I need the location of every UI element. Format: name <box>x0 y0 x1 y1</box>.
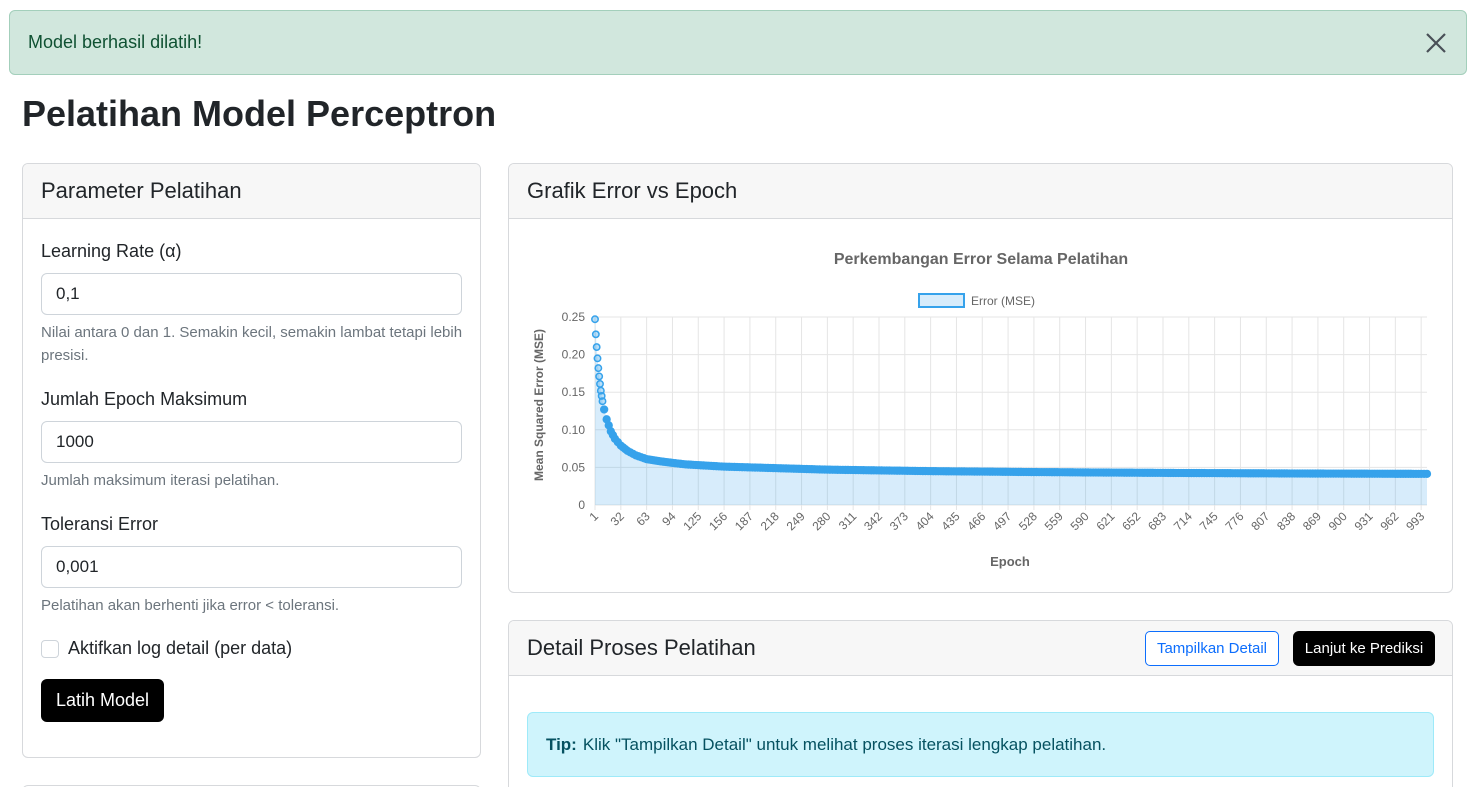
chart-title: Perkembangan Error Selama Pelatihan <box>834 251 1128 268</box>
log-detail-checkbox[interactable] <box>41 639 59 658</box>
log-detail-label: Aktifkan log detail (per data) <box>68 638 293 658</box>
detail-card: Detail Proses Pelatihan Tampilkan Detail… <box>508 620 1453 787</box>
params-card: Parameter Pelatihan Learning Rate (α) Ni… <box>22 163 481 758</box>
x-tick-label: 528 <box>1016 509 1040 533</box>
log-detail-row: Aktifkan log detail (per data) <box>41 638 292 659</box>
error-series-point <box>592 343 601 352</box>
x-tick-label: 187 <box>732 509 756 533</box>
error-series-point <box>591 330 600 339</box>
max-epoch-label: Jumlah Epoch Maksimum <box>41 389 248 409</box>
x-tick-label: 342 <box>861 509 885 533</box>
error-series-point <box>1422 469 1432 479</box>
chart-area-layer <box>595 319 1427 505</box>
y-tick-label: 0.05 <box>562 460 586 474</box>
chart-points-layer <box>591 315 1432 479</box>
error-series-area <box>595 319 1427 505</box>
tip-alert: Tip: Klik "Tampilkan Detail" untuk melih… <box>527 712 1434 777</box>
x-tick-label: 962 <box>1377 509 1401 533</box>
max-epoch-help: Jumlah maksimum iterasi pelatihan. <box>41 472 280 489</box>
x-tick-label: 993 <box>1403 509 1427 533</box>
x-tick-label: 931 <box>1352 509 1376 533</box>
train-model-button[interactable]: Latih Model <box>41 679 164 722</box>
learning-rate-label: Learning Rate (α) <box>41 241 182 261</box>
x-tick-label: 652 <box>1119 509 1143 533</box>
alert-close-button[interactable] <box>1422 29 1450 57</box>
x-tick-label: 280 <box>809 509 833 533</box>
y-tick-label: 0.25 <box>562 310 586 324</box>
success-alert: Model berhasil dilatih! <box>9 10 1467 75</box>
error-series-point <box>591 315 599 324</box>
chart-card-header: Grafik Error vs Epoch <box>509 164 1452 219</box>
x-tick-label: 714 <box>1171 509 1195 533</box>
alert-message: Model berhasil dilatih! <box>28 32 203 52</box>
x-tick-label: 435 <box>939 509 963 533</box>
learning-rate-input[interactable] <box>41 273 462 315</box>
x-tick-label: 683 <box>1145 509 1169 533</box>
legend-label: Error (MSE) <box>971 294 1035 308</box>
detail-card-title: Detail Proses Pelatihan <box>527 635 756 660</box>
x-tick-label: 63 <box>633 509 653 529</box>
show-detail-button[interactable]: Tampilkan Detail <box>1145 631 1279 666</box>
tolerance-input[interactable] <box>41 546 462 588</box>
x-tick-label: 590 <box>1068 509 1092 533</box>
x-tick-label: 156 <box>706 509 730 533</box>
x-tick-label: 125 <box>680 509 704 533</box>
x-tick-label: 218 <box>758 509 782 533</box>
x-tick-label: 466 <box>964 509 988 533</box>
y-tick-label: 0.10 <box>562 423 586 437</box>
y-axis-label: Mean Squared Error (MSE) <box>532 329 546 481</box>
x-tick-label: 32 <box>608 509 628 529</box>
x-tick-label: 94 <box>659 509 679 529</box>
x-tick-label: 1 <box>586 509 601 524</box>
x-tick-label: 311 <box>836 509 860 533</box>
error-series-point <box>595 372 604 381</box>
x-tick-label: 559 <box>1042 509 1066 533</box>
tolerance-label: Toleransi Error <box>41 514 159 534</box>
error-series-point <box>593 354 602 363</box>
chart-legend[interactable]: Error (MSE) <box>918 293 1035 308</box>
x-axis-label: Epoch <box>990 554 1030 569</box>
chart-card: Grafik Error vs Epoch Perkembangan Error… <box>508 163 1453 593</box>
next-to-prediction-button[interactable]: Lanjut ke Prediksi <box>1293 631 1435 666</box>
legend-swatch <box>918 293 965 308</box>
x-tick-label: 497 <box>990 509 1014 533</box>
x-tick-label: 404 <box>913 509 937 533</box>
x-tick-label: 373 <box>887 509 911 533</box>
error-series-point <box>598 397 607 406</box>
tip-label: Tip: <box>546 734 577 754</box>
x-tick-label: 621 <box>1093 509 1117 533</box>
tolerance-help: Pelatihan akan berhenti jika error < tol… <box>41 597 340 614</box>
y-tick-label: 0 <box>578 498 585 512</box>
page-title: Pelatihan Model Perceptron <box>22 93 497 134</box>
error-series-point <box>596 379 604 388</box>
x-tick-label: 869 <box>1300 509 1324 533</box>
x-tick-label: 249 <box>784 509 808 533</box>
y-tick-label: 0.15 <box>562 385 586 399</box>
max-epoch-input[interactable] <box>41 421 462 463</box>
y-axis-ticks: 0.25 0.20 0.15 0.10 0.05 0 <box>562 310 586 512</box>
close-icon <box>1426 33 1446 53</box>
x-tick-label: 807 <box>1248 509 1272 533</box>
tip-text: Klik "Tampilkan Detail" untuk melihat pr… <box>582 734 1107 754</box>
error-series-point <box>600 405 609 414</box>
error-chart: Perkembangan Error Selama Pelatihan Erro… <box>509 220 1452 592</box>
error-chart-svg: Perkembangan Error Selama Pelatihan Erro… <box>532 251 1432 569</box>
learning-rate-help: Nilai antara 0 dan 1. Semakin kecil, sem… <box>41 324 463 364</box>
x-tick-label: 838 <box>1274 509 1298 533</box>
x-axis-ticks: 1 32 63 94 125 156 187 218 249 280 311 342 373 404 435… <box>586 509 1427 533</box>
y-tick-label: 0.20 <box>562 348 586 362</box>
error-series-point <box>594 364 603 373</box>
x-tick-label: 900 <box>1326 509 1350 533</box>
x-tick-label: 776 <box>1223 509 1247 533</box>
params-card-header: Parameter Pelatihan <box>23 164 480 219</box>
x-tick-label: 745 <box>1197 509 1221 533</box>
